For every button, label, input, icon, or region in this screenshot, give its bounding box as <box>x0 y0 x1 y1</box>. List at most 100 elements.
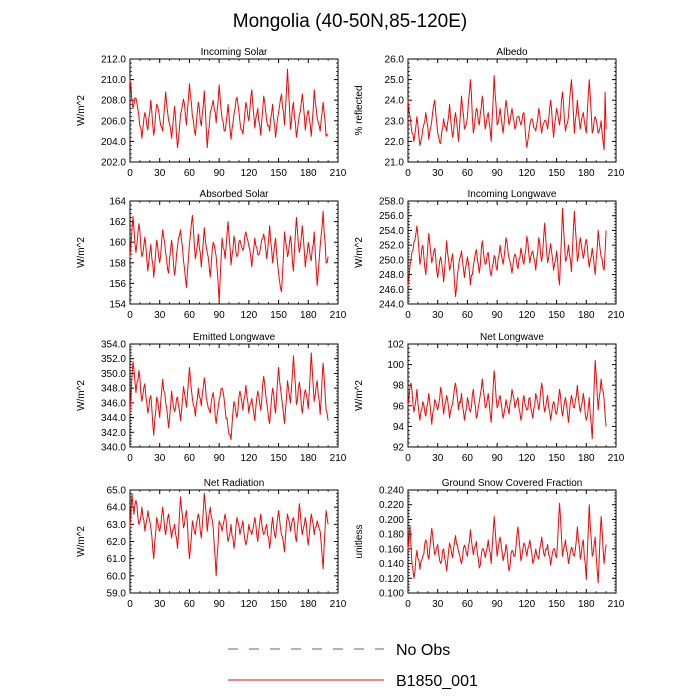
albedo-x-tick-label: 180 <box>578 168 595 179</box>
absorbed-solar-y-tick-label: 158 <box>109 258 126 269</box>
panel-absorbed-solar: Absorbed Solar W/m^2 154 156 158 160 162 164 0 30… <box>76 189 347 321</box>
net-radiation-y-tick-label: 65.0 <box>107 486 127 497</box>
incoming-solar-y-tick-label: 204.0 <box>101 137 126 148</box>
absorbed-solar-series-b1850-001 <box>129 210 329 303</box>
incoming-solar-x-tick-label: 0 <box>127 168 133 179</box>
net-radiation-x-tick-label: 210 <box>330 599 347 610</box>
net-radiation-x-tick-label: 120 <box>241 599 258 610</box>
ground-snow-covered-fraction-y-tick-label: 0.160 <box>379 544 404 555</box>
absorbed-solar-x-tick-label: 90 <box>214 310 226 321</box>
ground-snow-covered-fraction-x-tick-label: 0 <box>405 599 411 610</box>
net-longwave-y-tick-label: 96 <box>393 401 405 412</box>
absorbed-solar-x-tick-label: 180 <box>300 310 317 321</box>
emitted-longwave-y-tick-label: 352.0 <box>101 354 126 365</box>
net-radiation-y-tick-label: 60.0 <box>107 571 127 582</box>
net-longwave-x-tick-label: 180 <box>578 453 595 464</box>
albedo-x-tick-label: 120 <box>519 168 536 179</box>
incoming-solar-y-tick-label: 208.0 <box>101 96 126 107</box>
absorbed-solar-x-tick-label: 30 <box>154 310 166 321</box>
absorbed-solar-x-tick-label: 150 <box>270 310 287 321</box>
albedo-y-axis-label: % reflected <box>354 85 365 135</box>
ground-snow-covered-fraction-series-b1850-001 <box>407 502 607 584</box>
incoming-longwave-series-b1850-001 <box>407 207 607 298</box>
incoming-solar-y-tick-label: 212.0 <box>101 55 126 66</box>
incoming-longwave-y-tick-label: 256.0 <box>379 211 404 222</box>
panel-emitted-longwave: Emitted Longwave W/m^2 340.0 342.0 344.0 346.… <box>76 332 347 464</box>
emitted-longwave-y-tick-label: 344.0 <box>101 413 126 424</box>
ground-snow-covered-fraction-x-tick-label: 60 <box>462 599 474 610</box>
emitted-longwave-plot-frame <box>129 343 339 448</box>
net-radiation-x-tick-label: 150 <box>270 599 287 610</box>
ground-snow-covered-fraction-y-tick-label: 0.100 <box>379 589 404 600</box>
incoming-longwave-x-tick-label: 30 <box>432 310 444 321</box>
ground-snow-covered-fraction-x-tick-label: 90 <box>492 599 504 610</box>
albedo-x-tick-label: 30 <box>432 168 444 179</box>
emitted-longwave-x-tick-label: 210 <box>330 453 347 464</box>
emitted-longwave-y-axis-label: W/m^2 <box>76 380 87 411</box>
panel-ground-snow-covered-fraction: Ground Snow Covered Fraction unitless 0.10… <box>354 478 625 610</box>
albedo-y-tick-label: 23.0 <box>385 116 405 127</box>
emitted-longwave-series-b1850-001 <box>129 352 329 441</box>
albedo-y-tick-label: 21.0 <box>385 158 405 169</box>
net-radiation-x-tick-label: 60 <box>184 599 196 610</box>
ground-snow-covered-fraction-x-tick-label: 120 <box>519 599 536 610</box>
net-radiation-y-tick-label: 64.0 <box>107 503 127 514</box>
ground-snow-covered-fraction-plot-frame <box>407 489 617 594</box>
legend-label-b1850-001: B1850_001 <box>396 673 478 690</box>
incoming-solar-panel-title: Incoming Solar <box>201 47 268 58</box>
absorbed-solar-x-tick-label: 60 <box>184 310 196 321</box>
net-longwave-x-tick-label: 90 <box>492 453 504 464</box>
ground-snow-covered-fraction-y-tick-label: 0.140 <box>379 559 404 570</box>
incoming-longwave-plot-frame <box>407 200 617 305</box>
incoming-solar-y-tick-label: 202.0 <box>101 158 126 169</box>
panels: Incoming Solar W/m^2 202.0 204.0 206.0 208.0 2… <box>76 47 625 610</box>
ground-snow-covered-fraction-y-tick-label: 0.180 <box>379 530 404 541</box>
absorbed-solar-y-tick-label: 154 <box>109 300 126 311</box>
net-longwave-x-tick-label: 0 <box>405 453 411 464</box>
emitted-longwave-x-tick-label: 0 <box>127 453 133 464</box>
emitted-longwave-y-tick-label: 350.0 <box>101 369 126 380</box>
albedo-y-tick-label: 24.0 <box>385 96 405 107</box>
net-longwave-y-tick-label: 92 <box>393 443 405 454</box>
incoming-solar-plot-frame <box>129 58 339 163</box>
ground-snow-covered-fraction-y-tick-label: 0.120 <box>379 574 404 585</box>
net-longwave-plot-frame <box>407 343 617 448</box>
albedo-x-tick-label: 150 <box>548 168 565 179</box>
absorbed-solar-y-tick-label: 162 <box>109 217 126 228</box>
emitted-longwave-y-tick-label: 342.0 <box>101 428 126 439</box>
incoming-longwave-y-tick-label: 246.0 <box>379 285 404 296</box>
ground-snow-covered-fraction-panel-title: Ground Snow Covered Fraction <box>442 478 583 489</box>
net-radiation-y-tick-label: 62.0 <box>107 537 127 548</box>
panel-albedo: Albedo % reflected 21.0 22.0 23.0 24.0 25.0 26.… <box>354 47 625 179</box>
incoming-solar-y-tick-label: 206.0 <box>101 116 126 127</box>
net-longwave-y-tick-label: 94 <box>393 422 405 433</box>
net-radiation-y-tick-label: 63.0 <box>107 520 127 531</box>
net-radiation-y-axis-label: W/m^2 <box>76 526 87 557</box>
incoming-solar-x-tick-label: 120 <box>241 168 258 179</box>
albedo-x-tick-label: 210 <box>608 168 625 179</box>
absorbed-solar-x-tick-label: 0 <box>127 310 133 321</box>
absorbed-solar-y-tick-label: 164 <box>109 197 126 208</box>
emitted-longwave-panel-title: Emitted Longwave <box>193 332 276 343</box>
ground-snow-covered-fraction-y-tick-label: 0.240 <box>379 486 404 497</box>
net-longwave-y-tick-label: 98 <box>393 381 405 392</box>
albedo-y-tick-label: 25.0 <box>385 75 405 86</box>
ground-snow-covered-fraction-x-tick-label: 150 <box>548 599 565 610</box>
net-longwave-x-tick-label: 150 <box>548 453 565 464</box>
incoming-solar-x-tick-label: 60 <box>184 168 196 179</box>
panel-net-radiation: Net Radiation W/m^2 59.0 60.0 61.0 62.0 63.0 64… <box>76 478 347 610</box>
net-radiation-x-tick-label: 180 <box>300 599 317 610</box>
ground-snow-covered-fraction-x-tick-label: 210 <box>608 599 625 610</box>
net-longwave-y-axis-label: W/m^2 <box>354 380 365 411</box>
albedo-series-b1850-001 <box>407 74 607 151</box>
ground-snow-covered-fraction-y-tick-label: 0.200 <box>379 515 404 526</box>
incoming-solar-x-tick-label: 210 <box>330 168 347 179</box>
incoming-longwave-x-tick-label: 150 <box>548 310 565 321</box>
net-radiation-x-tick-label: 90 <box>214 599 226 610</box>
net-longwave-x-tick-label: 30 <box>432 453 444 464</box>
ground-snow-covered-fraction-y-axis-label: unitless <box>354 525 365 559</box>
absorbed-solar-x-tick-label: 210 <box>330 310 347 321</box>
albedo-panel-title: Albedo <box>496 47 528 58</box>
net-longwave-x-tick-label: 210 <box>608 453 625 464</box>
